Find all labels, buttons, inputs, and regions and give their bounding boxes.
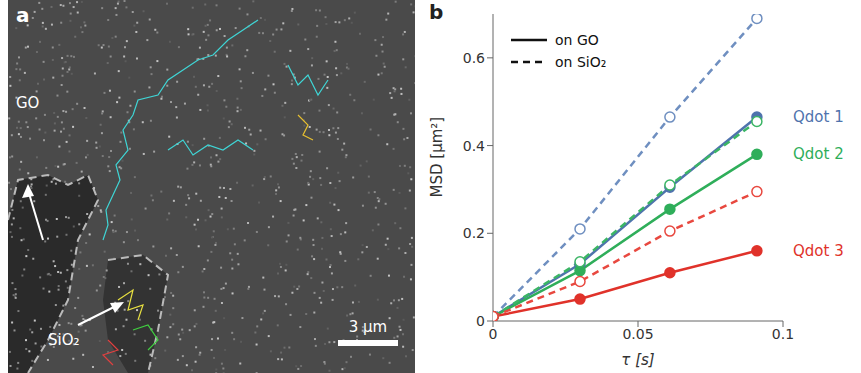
svg-text:0.6: 0.6 [463,50,485,66]
svg-text:Qdot 1: Qdot 1 [793,108,844,126]
svg-text:0.05: 0.05 [622,326,653,342]
svg-text:Qdot 3: Qdot 3 [793,242,844,260]
svg-text:Qdot 2: Qdot 2 [793,145,844,163]
svg-text:3 µm: 3 µm [349,318,387,336]
svg-text:a: a [16,3,30,27]
svg-text:0: 0 [476,313,485,329]
svg-text:0.2: 0.2 [463,225,485,241]
svg-text:τ [s]: τ [s] [621,351,654,369]
svg-text:0: 0 [489,326,498,342]
svg-text:MSD [µm²]: MSD [µm²] [428,117,446,198]
svg-text:0.4: 0.4 [463,138,485,154]
svg-text:on GO: on GO [555,32,599,48]
svg-text:0.1: 0.1 [772,326,794,342]
html-text:b: b [429,0,444,24]
svg-text:GO: GO [16,94,39,112]
svg-text:on SiO₂: on SiO₂ [555,54,606,70]
svg-text:SiO₂: SiO₂ [48,331,80,349]
